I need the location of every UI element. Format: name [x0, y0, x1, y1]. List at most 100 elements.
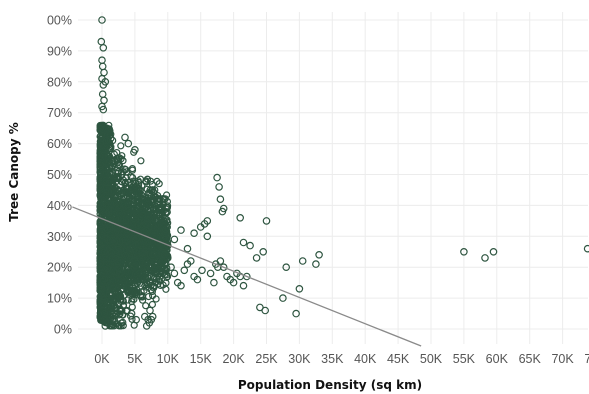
- y-tick-label: 40%: [47, 199, 72, 213]
- data-point: [183, 244, 192, 253]
- data-point: [97, 37, 106, 46]
- data-point: [239, 238, 248, 247]
- x-axis-title: Population Density (sq km): [238, 378, 422, 392]
- data-point: [128, 180, 136, 188]
- data-point: [131, 281, 139, 289]
- x-tick-label: 25K: [255, 352, 278, 366]
- data-point: [98, 90, 107, 99]
- data-point: [193, 275, 202, 284]
- data-point: [122, 174, 130, 182]
- data-point: [243, 272, 251, 281]
- data-point: [157, 203, 165, 212]
- x-tick-label: 40K: [354, 352, 377, 366]
- data-point: [101, 78, 110, 86]
- data-point: [110, 182, 119, 190]
- data-point: [161, 195, 169, 203]
- data-point: [126, 255, 134, 263]
- x-tick-label: 5K: [127, 352, 143, 366]
- data-point: [149, 251, 157, 259]
- data-point: [117, 178, 126, 186]
- data-point: [137, 157, 145, 165]
- data-point: [97, 168, 105, 176]
- data-point: [164, 254, 172, 262]
- y-tick-label: 60%: [47, 137, 72, 151]
- data-point: [177, 281, 185, 290]
- x-tick-label: 50K: [420, 352, 443, 366]
- data-point: [110, 205, 118, 213]
- data-point: [142, 275, 150, 283]
- data-point: [137, 199, 145, 207]
- data-point: [121, 133, 129, 142]
- data-point: [118, 211, 126, 219]
- data-point: [117, 215, 126, 223]
- data-point: [99, 43, 108, 52]
- data-point: [117, 280, 125, 289]
- data-point: [105, 158, 114, 166]
- data-point: [137, 242, 145, 250]
- data-point: [140, 286, 148, 295]
- data-point: [216, 195, 225, 204]
- data-point: [114, 258, 122, 266]
- data-point: [119, 311, 127, 319]
- data-point: [96, 264, 104, 272]
- data-point: [196, 223, 205, 231]
- data-point: [155, 180, 163, 188]
- trend-line: [72, 206, 422, 347]
- data-point: [104, 318, 112, 327]
- data-point: [99, 105, 108, 114]
- data-point: [111, 238, 119, 246]
- data-point: [110, 315, 118, 324]
- data-point: [121, 268, 130, 276]
- data-point: [98, 231, 106, 240]
- data-point: [203, 217, 212, 225]
- data-point: [117, 142, 125, 150]
- data-point: [282, 263, 291, 272]
- y-tick-label: 30%: [47, 230, 72, 244]
- data-point: [159, 219, 167, 227]
- data-point: [108, 136, 117, 145]
- data-point: [111, 222, 119, 230]
- data-point: [262, 217, 271, 225]
- data-point: [118, 189, 126, 197]
- data-point: [96, 183, 105, 191]
- data-point: [107, 216, 115, 224]
- data-point: [146, 306, 154, 315]
- data-point: [198, 266, 206, 275]
- data-point: [100, 248, 109, 256]
- data-point: [138, 194, 146, 202]
- data-point: [114, 265, 123, 273]
- data-point: [128, 271, 136, 279]
- data-point: [145, 243, 153, 251]
- x-tick-label: 0K: [94, 352, 110, 366]
- data-point: [138, 259, 146, 267]
- y-tick-label: 50%: [47, 168, 72, 182]
- data-point: [150, 224, 158, 232]
- data-point: [236, 214, 245, 222]
- data-point: [489, 248, 498, 256]
- data-point: [96, 147, 104, 155]
- data-point: [102, 191, 110, 199]
- y-axis-title: Tree Canopy %: [7, 122, 21, 222]
- data-point: [118, 198, 126, 206]
- data-point: [131, 288, 139, 296]
- data-point: [103, 265, 112, 273]
- data-point: [259, 248, 268, 256]
- data-point: [101, 168, 109, 176]
- data-point: [167, 263, 175, 272]
- data-point: [98, 62, 107, 71]
- data-point: [108, 255, 116, 263]
- data-point: [213, 173, 221, 182]
- data-point: [164, 219, 172, 227]
- data-point: [107, 292, 115, 300]
- data-points: [96, 16, 589, 330]
- data-point: [246, 241, 254, 250]
- data-point: [105, 290, 113, 298]
- data-point: [96, 282, 105, 290]
- data-point: [106, 296, 115, 304]
- data-point: [156, 269, 164, 278]
- data-point: [229, 278, 238, 287]
- data-point: [123, 184, 131, 192]
- data-point: [99, 244, 108, 252]
- data-point: [113, 149, 121, 157]
- data-point: [149, 227, 157, 235]
